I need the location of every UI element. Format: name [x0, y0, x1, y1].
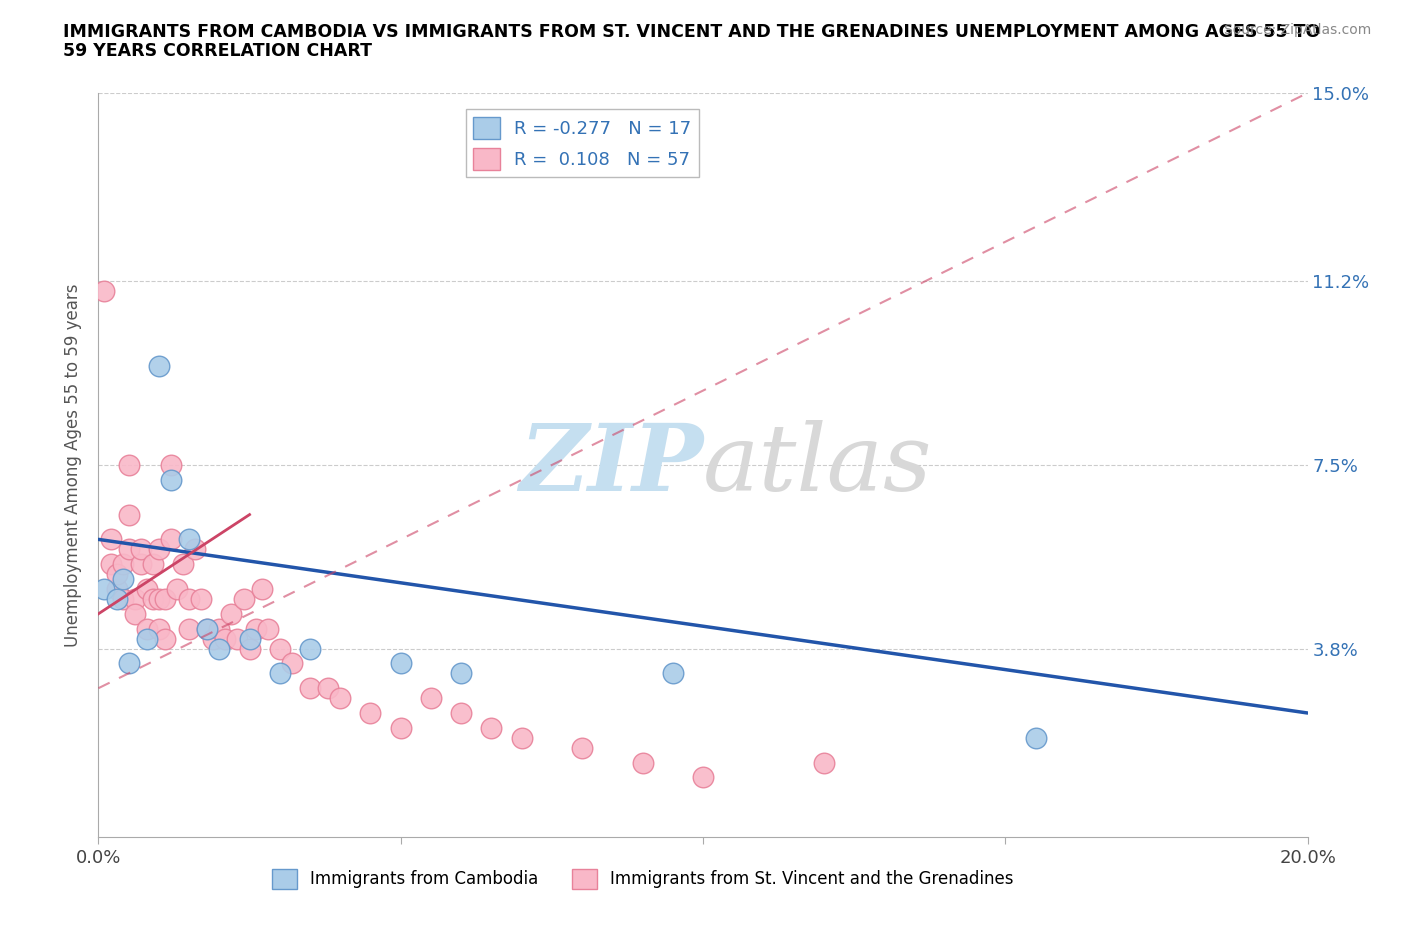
Point [93, 581, 115, 596]
Point [692, 770, 714, 785]
Point [360, 706, 382, 721]
Point [153, 591, 176, 606]
Point [221, 606, 243, 621]
Point [450, 666, 472, 681]
Point [329, 691, 352, 706]
Point [148, 542, 170, 557]
Point [118, 458, 141, 472]
Point [135, 621, 157, 636]
Text: 59 YEARS CORRELATION CHART: 59 YEARS CORRELATION CHART [63, 42, 373, 60]
Point [195, 621, 218, 636]
Text: Source: ZipAtlas.com: Source: ZipAtlas.com [1223, 23, 1371, 37]
Point [245, 621, 267, 636]
Point [631, 755, 654, 770]
Point [142, 557, 165, 572]
Point [281, 656, 304, 671]
Point [299, 641, 322, 656]
Point [118, 542, 141, 557]
Point [269, 666, 291, 681]
Point [100, 557, 122, 572]
Point [93, 284, 115, 299]
Point [661, 666, 683, 681]
Point [481, 721, 503, 736]
Point [389, 721, 412, 736]
Point [148, 621, 170, 636]
Point [195, 621, 218, 636]
Point [420, 691, 443, 706]
Point [166, 581, 188, 596]
Point [316, 681, 339, 696]
Text: atlas: atlas [703, 420, 932, 510]
Point [118, 507, 141, 522]
Point [142, 591, 165, 606]
Point [179, 591, 201, 606]
Legend: Immigrants from Cambodia, Immigrants from St. Vincent and the Grenadines: Immigrants from Cambodia, Immigrants fro… [264, 862, 1021, 896]
Y-axis label: Unemployment Among Ages 55 to 59 years: Unemployment Among Ages 55 to 59 years [65, 284, 83, 646]
Point [148, 358, 170, 373]
Point [250, 581, 273, 596]
Point [105, 566, 128, 581]
Point [160, 472, 183, 487]
Point [111, 572, 134, 587]
Point [232, 591, 254, 606]
Point [190, 591, 212, 606]
Point [135, 581, 157, 596]
Point [208, 621, 231, 636]
Point [129, 557, 152, 572]
Point [510, 730, 533, 745]
Point [100, 532, 122, 547]
Point [148, 591, 170, 606]
Point [160, 532, 183, 547]
Point [239, 631, 262, 646]
Point [269, 641, 291, 656]
Text: ZIP: ZIP [519, 420, 703, 510]
Point [124, 591, 146, 606]
Point [124, 606, 146, 621]
Point [1024, 730, 1046, 745]
Point [105, 591, 128, 606]
Point [111, 591, 134, 606]
Point [299, 681, 322, 696]
Point [160, 458, 183, 472]
Point [813, 755, 835, 770]
Point [135, 631, 157, 646]
Point [129, 542, 152, 557]
Point [208, 641, 231, 656]
Point [179, 532, 201, 547]
Text: IMMIGRANTS FROM CAMBODIA VS IMMIGRANTS FROM ST. VINCENT AND THE GRENADINES UNEMP: IMMIGRANTS FROM CAMBODIA VS IMMIGRANTS F… [63, 23, 1320, 41]
Point [172, 557, 194, 572]
Point [239, 641, 262, 656]
Point [214, 631, 236, 646]
Point [118, 656, 141, 671]
Point [153, 631, 176, 646]
Point [105, 581, 128, 596]
Point [256, 621, 278, 636]
Point [450, 706, 472, 721]
Point [389, 656, 412, 671]
Point [111, 557, 134, 572]
Point [571, 740, 593, 755]
Point [184, 542, 207, 557]
Point [179, 621, 201, 636]
Point [226, 631, 249, 646]
Point [202, 631, 225, 646]
